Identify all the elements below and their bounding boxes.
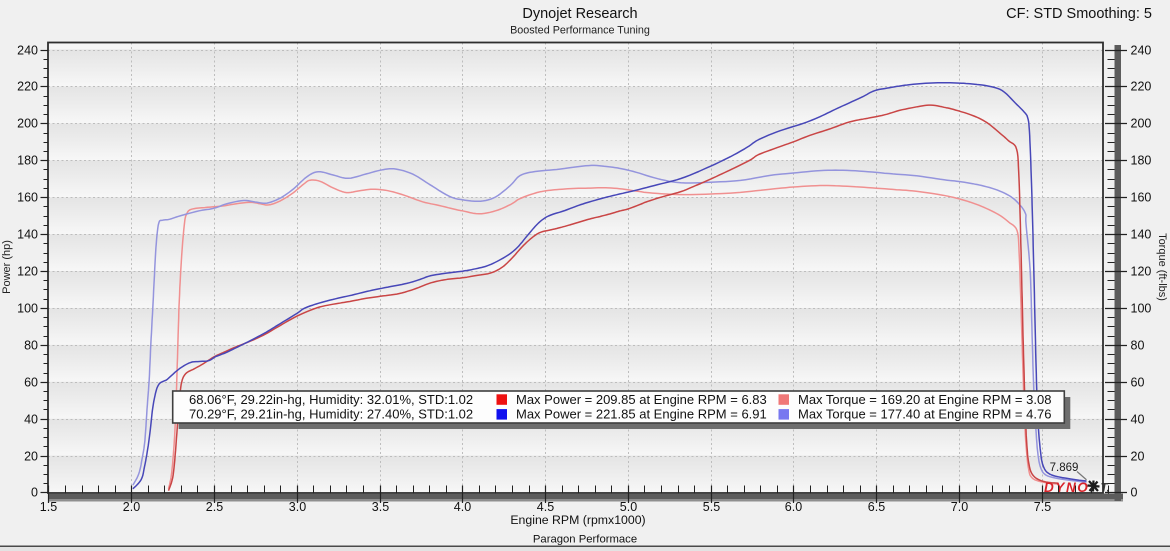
svg-text:200: 200 xyxy=(17,117,38,131)
svg-text:Paragon Performace: Paragon Performace xyxy=(533,534,637,546)
svg-text:60: 60 xyxy=(24,376,38,390)
svg-text:Max Power = 221.85 at Engine R: Max Power = 221.85 at Engine RPM = 6.91 xyxy=(516,407,767,422)
svg-text:160: 160 xyxy=(17,191,38,205)
svg-text:160: 160 xyxy=(1131,191,1152,205)
svg-text:100: 100 xyxy=(1131,302,1152,316)
svg-text:7.869: 7.869 xyxy=(1050,462,1079,474)
svg-text:20: 20 xyxy=(1131,450,1145,464)
svg-text:Max Power = 209.85 at Engine R: Max Power = 209.85 at Engine RPM = 6.83 xyxy=(516,392,767,407)
svg-text:200: 200 xyxy=(1131,117,1152,131)
svg-text:80: 80 xyxy=(1131,339,1145,353)
svg-text:T.: T. xyxy=(1101,483,1110,495)
svg-text:240: 240 xyxy=(17,44,38,58)
svg-text:2.5: 2.5 xyxy=(206,500,223,514)
svg-text:Max Torque = 177.40 at Engine: Max Torque = 177.40 at Engine RPM = 4.76 xyxy=(798,407,1051,422)
svg-text:Power (hp): Power (hp) xyxy=(1,240,13,294)
svg-text:60: 60 xyxy=(1131,376,1145,390)
svg-text:Max Torque = 169.20 at Engine: Max Torque = 169.20 at Engine RPM = 3.08 xyxy=(798,392,1051,407)
svg-text:6.0: 6.0 xyxy=(785,500,802,514)
svg-text:20: 20 xyxy=(24,450,38,464)
svg-text:68.06°F, 29.22in-hg, Humidity:: 68.06°F, 29.22in-hg, Humidity: 32.01%, S… xyxy=(189,392,473,407)
svg-text:140: 140 xyxy=(17,228,38,242)
svg-text:120: 120 xyxy=(17,265,38,279)
svg-text:DYNO: DYNO xyxy=(1044,480,1088,495)
svg-text:2.0: 2.0 xyxy=(123,500,140,514)
svg-text:80: 80 xyxy=(24,339,38,353)
svg-text:240: 240 xyxy=(1131,44,1152,58)
svg-text:3.0: 3.0 xyxy=(289,500,306,514)
svg-text:0: 0 xyxy=(31,486,38,500)
svg-text:7.0: 7.0 xyxy=(951,500,968,514)
svg-text:180: 180 xyxy=(1131,154,1152,168)
svg-text:220: 220 xyxy=(1131,80,1152,94)
svg-text:40: 40 xyxy=(24,413,38,427)
svg-text:3.5: 3.5 xyxy=(372,500,389,514)
svg-text:4.0: 4.0 xyxy=(454,500,471,514)
svg-text:0: 0 xyxy=(1131,486,1138,500)
svg-text:Dynojet Research: Dynojet Research xyxy=(522,6,637,22)
svg-text:Boosted Performance Tuning: Boosted Performance Tuning xyxy=(510,25,650,37)
svg-text:4.5: 4.5 xyxy=(537,500,554,514)
svg-text:40: 40 xyxy=(1131,413,1145,427)
svg-text:180: 180 xyxy=(17,154,38,168)
svg-text:220: 220 xyxy=(17,80,38,94)
svg-text:7.5: 7.5 xyxy=(1034,500,1051,514)
svg-text:Torque (ft-lbs): Torque (ft-lbs) xyxy=(1156,233,1168,301)
svg-text:5.5: 5.5 xyxy=(703,500,720,514)
svg-text:100: 100 xyxy=(17,302,38,316)
svg-text:Engine RPM (rpmx1000): Engine RPM (rpmx1000) xyxy=(510,513,645,527)
svg-text:CF: STD Smoothing: 5: CF: STD Smoothing: 5 xyxy=(1006,6,1152,22)
svg-text:70.29°F, 29.21in-hg, Humidity:: 70.29°F, 29.21in-hg, Humidity: 27.40%, S… xyxy=(189,407,473,422)
svg-text:5.0: 5.0 xyxy=(620,500,637,514)
svg-text:140: 140 xyxy=(1131,228,1152,242)
svg-text:6.5: 6.5 xyxy=(868,500,885,514)
svg-text:1.5: 1.5 xyxy=(40,500,57,514)
svg-text:120: 120 xyxy=(1131,265,1152,279)
